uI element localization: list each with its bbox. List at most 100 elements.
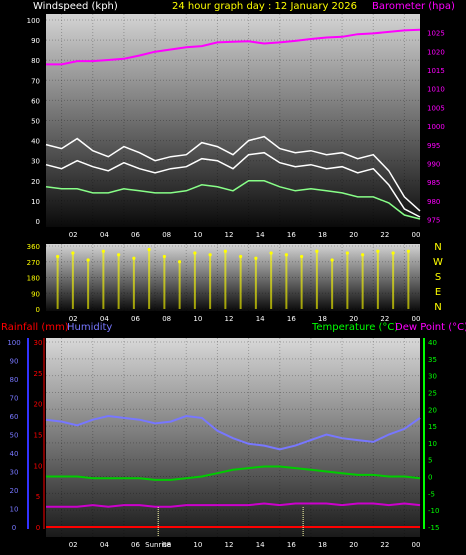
direction-point	[132, 256, 136, 260]
graph-title: 24 hour graph day : 12 January 2026	[172, 1, 357, 12]
direction-point	[239, 254, 243, 259]
baro-tick-label: 985	[427, 179, 440, 187]
compass-label: N	[434, 302, 441, 313]
series-line	[45, 135, 421, 212]
temp-tick-label: -5	[428, 490, 435, 498]
y-tick-label: 10	[31, 198, 40, 206]
baro-tick-label: 1010	[427, 86, 445, 94]
humidity-tick-label: 0	[12, 524, 16, 532]
baro-tick-label: 975	[427, 217, 440, 225]
compass-label: W	[433, 257, 443, 268]
direction-point	[71, 251, 75, 255]
x-tick-label: 06	[131, 541, 140, 549]
humidity-axis-title: Humidity	[67, 322, 112, 333]
x-tick-label: 18	[318, 315, 327, 323]
x-tick-label: 22	[380, 231, 389, 239]
direction-point	[223, 249, 227, 253]
compass-label: E	[435, 287, 441, 298]
humidity-tick-label: 10	[10, 506, 19, 514]
y-tick-label: 60	[31, 97, 40, 105]
direction-point	[101, 249, 105, 253]
direction-plot-area	[46, 244, 420, 311]
direction-point	[406, 249, 410, 253]
temp-tick-label: 5	[428, 457, 432, 465]
x-tick-label: 10	[193, 315, 202, 323]
x-tick-label: 00	[412, 315, 421, 323]
direction-tick-label: 180	[27, 275, 40, 283]
x-tick-label: 18	[318, 231, 327, 239]
humidity-tick-label: 60	[10, 413, 19, 421]
rainfall-axis-title: Rainfall (mm)	[1, 322, 69, 333]
x-tick-label: 20	[349, 231, 358, 239]
baro-tick-label: 1005	[427, 104, 445, 112]
y-tick-label: 70	[31, 77, 40, 85]
dewpoint-axis-title: Dew Point (°C)	[395, 322, 466, 333]
x-tick-label: 02	[69, 231, 78, 239]
rain-tick-label: 30	[34, 339, 43, 347]
direction-tick-label: 90	[31, 290, 40, 298]
y-tick-label: 100	[27, 17, 40, 25]
x-tick-label: 02	[69, 541, 78, 549]
direction-point	[254, 256, 258, 260]
temp-humidity-chart: -15-10-505101520253035400102030405060708…	[7, 338, 439, 549]
temp-tick-label: -10	[428, 507, 439, 515]
series-line	[45, 414, 421, 451]
direction-point	[117, 253, 121, 257]
rain-tick-label: 20	[34, 401, 43, 409]
rain-tick-label: 10	[34, 462, 43, 470]
x-tick-label: 08	[162, 231, 171, 239]
baro-tick-label: 1000	[427, 123, 445, 131]
y-tick-label: 30	[31, 158, 40, 166]
y-tick-label: 40	[31, 138, 40, 146]
barometer-axis-title: Barometer (hpa)	[372, 1, 455, 12]
humidity-tick-label: 20	[10, 487, 19, 495]
direction-point	[86, 258, 90, 262]
direction-point	[376, 249, 380, 253]
direction-point	[330, 258, 334, 262]
direction-tick-label: 0	[36, 306, 40, 314]
x-tick-label: 04	[100, 315, 109, 323]
series-line	[46, 465, 421, 481]
humidity-tick-label: 90	[10, 358, 19, 366]
direction-point	[193, 251, 197, 255]
humidity-tick-label: 80	[10, 376, 19, 384]
direction-point	[391, 251, 395, 255]
y-tick-label: 90	[31, 37, 40, 45]
series-line	[46, 28, 421, 66]
direction-point	[315, 249, 319, 253]
x-tick-label: 14	[256, 315, 265, 323]
x-tick-label: 06	[131, 315, 140, 323]
windspeed-axis-title: Windspeed (kph)	[33, 1, 118, 12]
direction-point	[56, 254, 60, 259]
y-tick-label: 80	[31, 57, 40, 65]
direction-point	[208, 253, 212, 257]
series-line	[45, 151, 421, 218]
x-tick-label: 04	[100, 541, 109, 549]
rain-tick-label: 0	[36, 524, 40, 532]
rain-tick-label: 25	[34, 370, 43, 378]
humidity-tick-label: 30	[10, 469, 19, 477]
x-tick-label: 12	[225, 541, 234, 549]
x-tick-label: 20	[349, 315, 358, 323]
x-tick-label: 08	[162, 315, 171, 323]
temp-tick-label: 30	[428, 373, 437, 381]
humidity-tick-label: 40	[10, 450, 19, 458]
x-tick-label: 06	[131, 231, 140, 239]
humidity-tick-label: 100	[7, 339, 20, 347]
x-tick-label: 10	[193, 231, 202, 239]
temp-tick-label: 0	[428, 474, 432, 482]
x-tick-label: 04	[100, 231, 109, 239]
direction-point	[284, 253, 288, 257]
rain-tick-label: 5	[36, 493, 40, 501]
wind-baro-chart: 0102030405060708090100975980985990995100…	[27, 14, 445, 239]
baro-tick-label: 1020	[427, 48, 445, 56]
temp-tick-label: 25	[428, 389, 437, 397]
direction-tick-label: 360	[27, 243, 40, 251]
rain-tick-label: 15	[34, 432, 43, 440]
x-tick-label: 14	[256, 231, 265, 239]
series-line	[46, 502, 421, 508]
x-tick-label: 22	[380, 315, 389, 323]
x-tick-label: 12	[225, 231, 234, 239]
direction-point	[147, 247, 151, 252]
